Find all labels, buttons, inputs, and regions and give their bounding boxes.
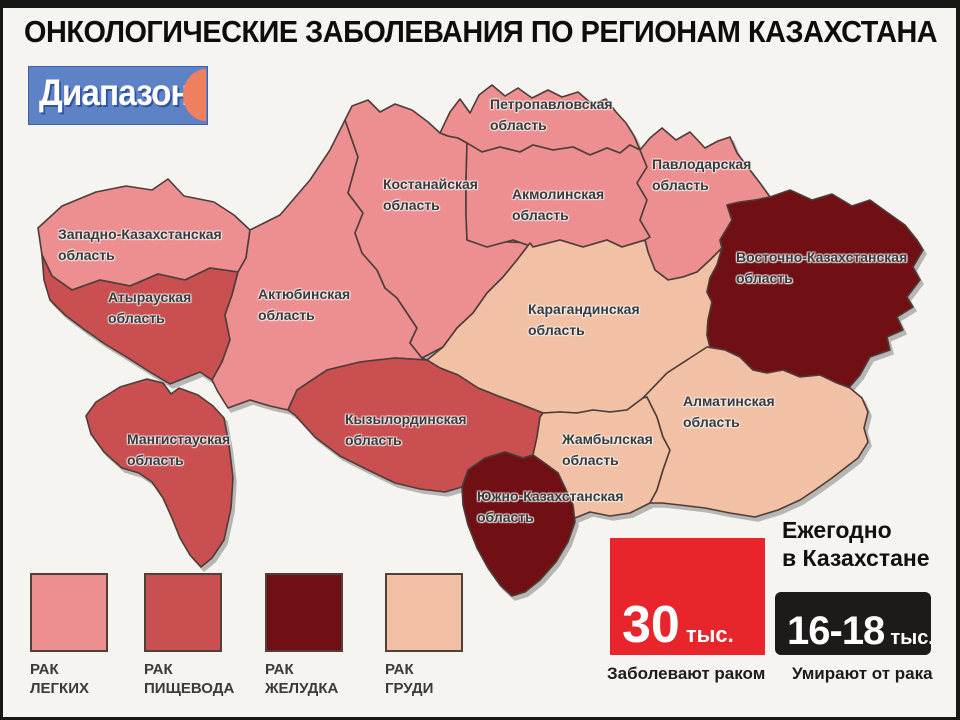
legend-item-breast: РАК ГРУДИ [385, 573, 463, 698]
legend-swatch-stomach [265, 573, 343, 652]
legend-swatch-esophagus [144, 573, 222, 652]
legend-label-esophagus: РАК ПИЩЕВОДА [144, 661, 235, 697]
legend-item-esophagus: РАК ПИЩЕВОДА [144, 573, 234, 698]
mortality-caption: Умирают от рака [792, 664, 933, 683]
region-south-kazakhstan [461, 451, 576, 597]
region-almaty [642, 346, 869, 518]
legend-label-breast: РАК ГРУДИ [385, 661, 434, 697]
mortality-value: 16-18 [787, 609, 885, 653]
legend-label-stomach: РАК ЖЕЛУДКА [265, 661, 339, 697]
logo-crescent-icon [183, 69, 206, 121]
map-regions [37, 84, 924, 597]
incidence-caption: Заболевают раком [607, 664, 766, 683]
diapazon-logo: Диапазон [28, 66, 208, 125]
logo-text: Диапазон [39, 72, 191, 113]
legend-swatch-lung [30, 573, 108, 652]
mortality-box: 16-18 тыс. [775, 592, 934, 655]
legend-swatch-breast [385, 573, 463, 652]
stats-heading: Ежегодно в Казахстане [782, 517, 930, 571]
incidence-box: 30 тыс. [610, 538, 765, 655]
legend-label-lung: РАК ЛЕГКИХ [30, 661, 89, 697]
incidence-value: 30 [622, 596, 680, 654]
region-akmola [465, 142, 651, 248]
page-title: ОНКОЛОГИЧЕСКИЕ ЗАБОЛЕВАНИЯ ПО РЕГИОНАМ К… [24, 14, 938, 49]
region-mangystau [85, 378, 234, 568]
legend-item-lung: РАК ЛЕГКИХ [30, 573, 108, 698]
legend-item-stomach: РАК ЖЕЛУДКА [265, 573, 343, 698]
incidence-unit: тыс. [685, 622, 734, 647]
mortality-unit: тыс. [890, 627, 934, 649]
